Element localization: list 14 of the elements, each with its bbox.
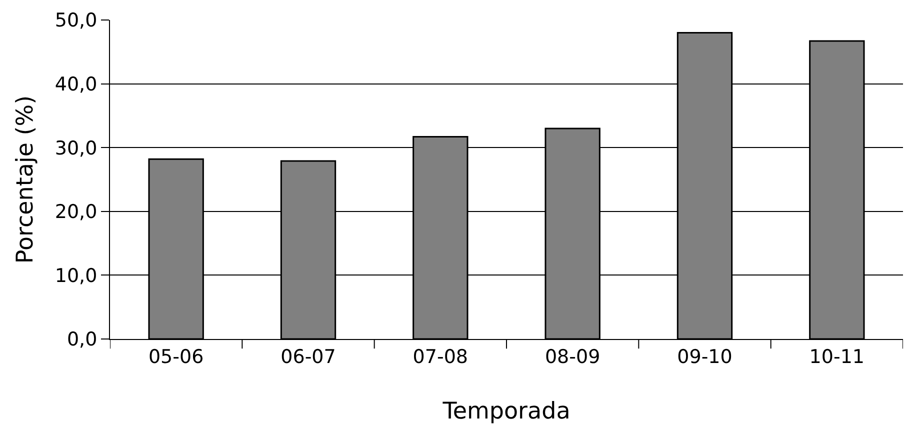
y-tick-label: 0,0 bbox=[66, 328, 98, 351]
y-tick-label: 20,0 bbox=[54, 201, 98, 224]
y-tick-label: 10,0 bbox=[54, 264, 98, 287]
y-tick-label: 40,0 bbox=[54, 73, 98, 96]
y-tick-label: 30,0 bbox=[54, 137, 98, 160]
x-tick-label: 05-06 bbox=[148, 346, 204, 368]
y-axis-title: Porcentaje (%) bbox=[12, 95, 38, 264]
x-tick-label: 06-07 bbox=[280, 346, 336, 368]
y-tick-label: 50,0 bbox=[54, 10, 98, 32]
x-tick-label: 10-11 bbox=[809, 346, 865, 368]
x-axis-title: Temporada bbox=[442, 398, 570, 424]
x-tick-label: 09-10 bbox=[677, 346, 732, 368]
x-tick-label: 08-09 bbox=[544, 346, 600, 368]
x-tick-label: 07-08 bbox=[412, 346, 468, 368]
